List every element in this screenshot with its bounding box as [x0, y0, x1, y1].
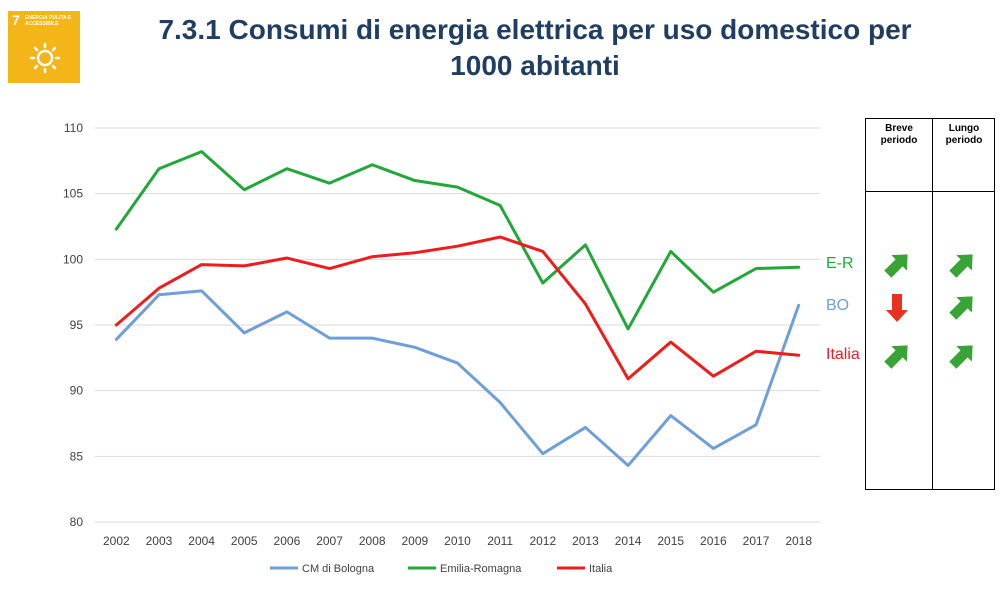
y-tick-label: 95: [70, 318, 84, 332]
x-tick-label: 2012: [529, 534, 556, 548]
arrow-up-right-icon: [879, 338, 915, 379]
title-line-2: 1000 abitanti: [450, 50, 620, 81]
table-divider-vertical: [932, 119, 933, 489]
arrow-up-right-icon: [944, 289, 980, 330]
y-tick-label: 80: [70, 515, 84, 529]
x-tick-label: 2017: [743, 534, 770, 548]
arrow-up-right-icon: [944, 247, 980, 288]
sdg-goal-text: ENERGIA PULITA E ACCESSIBILE: [25, 15, 72, 27]
legend-label: Emilia-Romagna: [440, 563, 522, 575]
x-tick-label: 2007: [316, 534, 343, 548]
x-tick-label: 2011: [487, 534, 513, 548]
x-tick-label: 2016: [700, 534, 727, 548]
x-tick-label: 2015: [657, 534, 684, 548]
sdg-goal-7-logo: 7 ENERGIA PULITA E ACCESSIBILE: [8, 11, 80, 83]
x-tick-label: 2013: [572, 534, 599, 548]
arrow-up-right-icon: [944, 338, 980, 379]
trend-table: Breve periodo Lungo periodo: [865, 118, 995, 490]
page-title: 7.3.1 Consumi di energia elettrica per u…: [95, 12, 975, 84]
table-divider-horizontal: [866, 191, 994, 192]
x-tick-label: 2002: [103, 534, 130, 548]
x-tick-label: 2010: [444, 534, 471, 548]
header-short-term: Breve periodo: [880, 123, 918, 146]
series-line: [114, 289, 801, 468]
series-line: [114, 150, 801, 331]
line-chart: 80 85 90 95 100 105 110 2002 2003 2004 2005 2006 200…: [63, 121, 820, 575]
y-tick-label: 110: [64, 121, 83, 135]
x-tick-label: 2005: [231, 534, 258, 548]
series-line: [114, 235, 801, 381]
header-long-term: Lungo periodo: [945, 123, 983, 146]
y-tick-label: 100: [63, 252, 83, 266]
y-tick-label: 90: [70, 384, 84, 398]
x-tick-label: 2003: [146, 534, 173, 548]
y-tick-label: 85: [70, 449, 84, 463]
x-tick-label: 2006: [274, 534, 301, 548]
sun-icon: [29, 42, 61, 74]
series-label: BO: [826, 297, 850, 314]
arrow-down-icon: [879, 289, 915, 330]
x-tick-label: 2004: [188, 534, 215, 548]
arrow-up-right-icon: [879, 247, 915, 288]
x-tick-label: 2018: [785, 534, 812, 548]
y-tick-label: 105: [63, 187, 83, 201]
legend-label: Italia: [589, 563, 613, 575]
x-tick-label: 2009: [402, 534, 429, 548]
series-label: Italia: [826, 346, 860, 363]
title-line-1: 7.3.1 Consumi di energia elettrica per u…: [158, 14, 912, 45]
x-tick-label: 2014: [615, 534, 642, 548]
legend-label: CM di Bologna: [302, 563, 375, 575]
sdg-number: 7: [12, 12, 20, 28]
x-tick-label: 2008: [359, 534, 386, 548]
series-label: E-R: [826, 255, 854, 272]
